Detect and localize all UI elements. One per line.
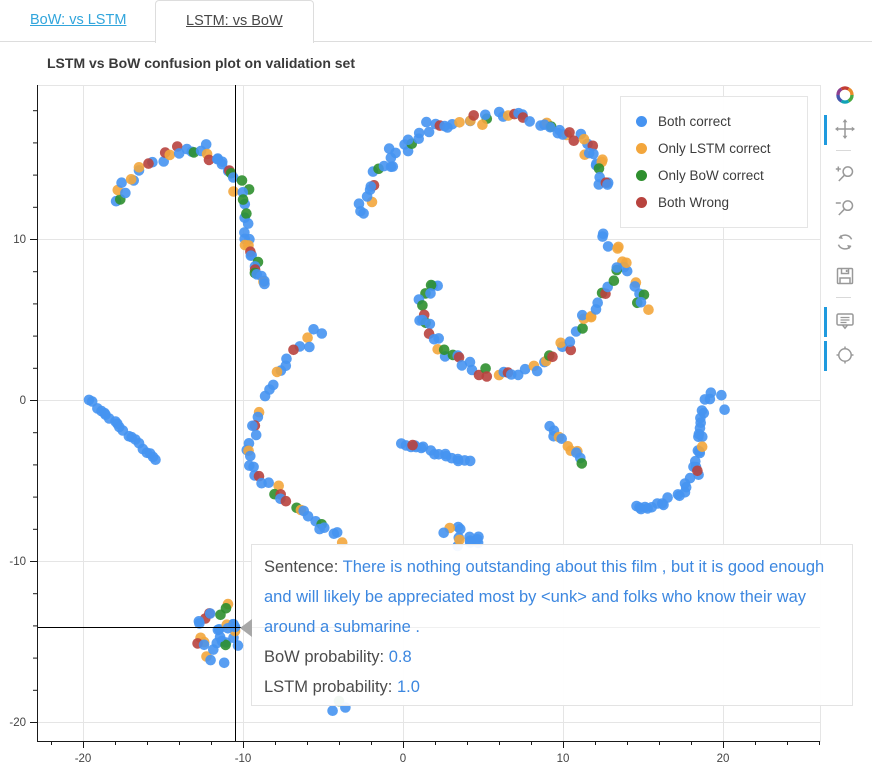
legend-label: Both correct [658, 114, 731, 129]
legend-label: Both Wrong [658, 195, 730, 210]
pan-tool-button[interactable] [822, 115, 864, 145]
legend-swatch-both-correct [636, 116, 647, 127]
tooltip-bow-line: BoW probability: 0.8 [264, 642, 840, 672]
tooltip-sentence-line: Sentence: There is nothing outstanding a… [264, 552, 840, 642]
axes: -20 -10 0 10 20 -20 -10 0 10 [9, 85, 820, 765]
svg-text:20: 20 [717, 753, 730, 765]
bokeh-logo[interactable] [822, 82, 864, 110]
reset-icon [837, 234, 853, 250]
tooltip-arrow-icon [240, 619, 252, 637]
pan-icon [835, 119, 855, 139]
tab-lstm-vs-bow-label: LSTM: vs BoW [186, 13, 283, 29]
tooltip-bow-label: BoW probability: [264, 648, 385, 666]
hover-icon [836, 313, 854, 330]
zoom-out-tool-button[interactable] [822, 195, 864, 223]
save-icon [836, 267, 854, 285]
svg-text:0: 0 [400, 753, 406, 765]
tab-bow-vs-lstm-label: BoW: vs LSTM [30, 12, 127, 28]
legend-swatch-only-lstm-correct [636, 143, 647, 154]
legend-label: Only BoW correct [658, 168, 764, 183]
save-tool-button[interactable] [822, 263, 864, 291]
legend-swatch-only-bow-correct [636, 170, 647, 181]
bokeh-toolbar [822, 82, 864, 376]
tooltip-sentence-value: There is nothing outstanding about this … [264, 558, 825, 636]
crosshair-circle-icon [836, 346, 854, 364]
svg-text:10: 10 [13, 234, 26, 246]
legend-item-only-lstm-correct: Only LSTM correct [636, 135, 807, 162]
legend-item-both-correct: Both correct [636, 108, 807, 135]
toolbar-divider [836, 150, 851, 151]
hover-active-indicator [824, 307, 827, 337]
tap-tool-button[interactable] [822, 341, 864, 371]
tap-active-indicator [824, 341, 827, 371]
legend-item-both-wrong: Both Wrong [636, 189, 807, 216]
tooltip-bow-value: 0.8 [388, 648, 412, 666]
pan-active-indicator [824, 115, 827, 145]
legend-label: Only LSTM correct [658, 141, 771, 156]
svg-text:-10: -10 [235, 753, 252, 765]
tooltip-lstm-line: LSTM probability: 1.0 [264, 672, 840, 702]
legend-item-only-bow-correct: Only BoW correct [636, 162, 807, 189]
plot-title: LSTM vs BoW confusion plot on validation… [47, 55, 355, 71]
reset-tool-button[interactable] [822, 229, 864, 257]
svg-text:-10: -10 [9, 556, 26, 568]
tab-lstm-vs-bow[interactable]: LSTM: vs BoW [155, 0, 314, 43]
toolbar-divider [836, 297, 851, 298]
svg-text:0: 0 [20, 395, 26, 407]
svg-text:-20: -20 [75, 753, 92, 765]
svg-text:-20: -20 [9, 717, 26, 729]
zoom-in-icon [835, 166, 854, 182]
legend-swatch-both-wrong [636, 197, 647, 208]
tab-bar: BoW: vs LSTM LSTM: vs BoW [0, 0, 872, 43]
tab-bow-vs-lstm[interactable]: BoW: vs LSTM [28, 0, 128, 41]
legend: Both correct Only LSTM correct Only BoW … [620, 96, 808, 228]
bokeh-logo-icon [836, 86, 854, 104]
svg-text:10: 10 [557, 753, 570, 765]
tab-bar-divider [0, 41, 872, 42]
hover-tooltip: Sentence: There is nothing outstanding a… [251, 544, 853, 706]
hover-tool-button[interactable] [822, 307, 864, 337]
zoom-in-tool-button[interactable] [822, 161, 864, 189]
scatter-points-layer[interactable] [83, 106, 730, 716]
tooltip-lstm-value: 1.0 [396, 678, 420, 696]
tooltip-lstm-label: LSTM probability: [264, 678, 393, 696]
tooltip-sentence-label: Sentence: [264, 558, 339, 576]
zoom-out-icon [835, 200, 854, 216]
